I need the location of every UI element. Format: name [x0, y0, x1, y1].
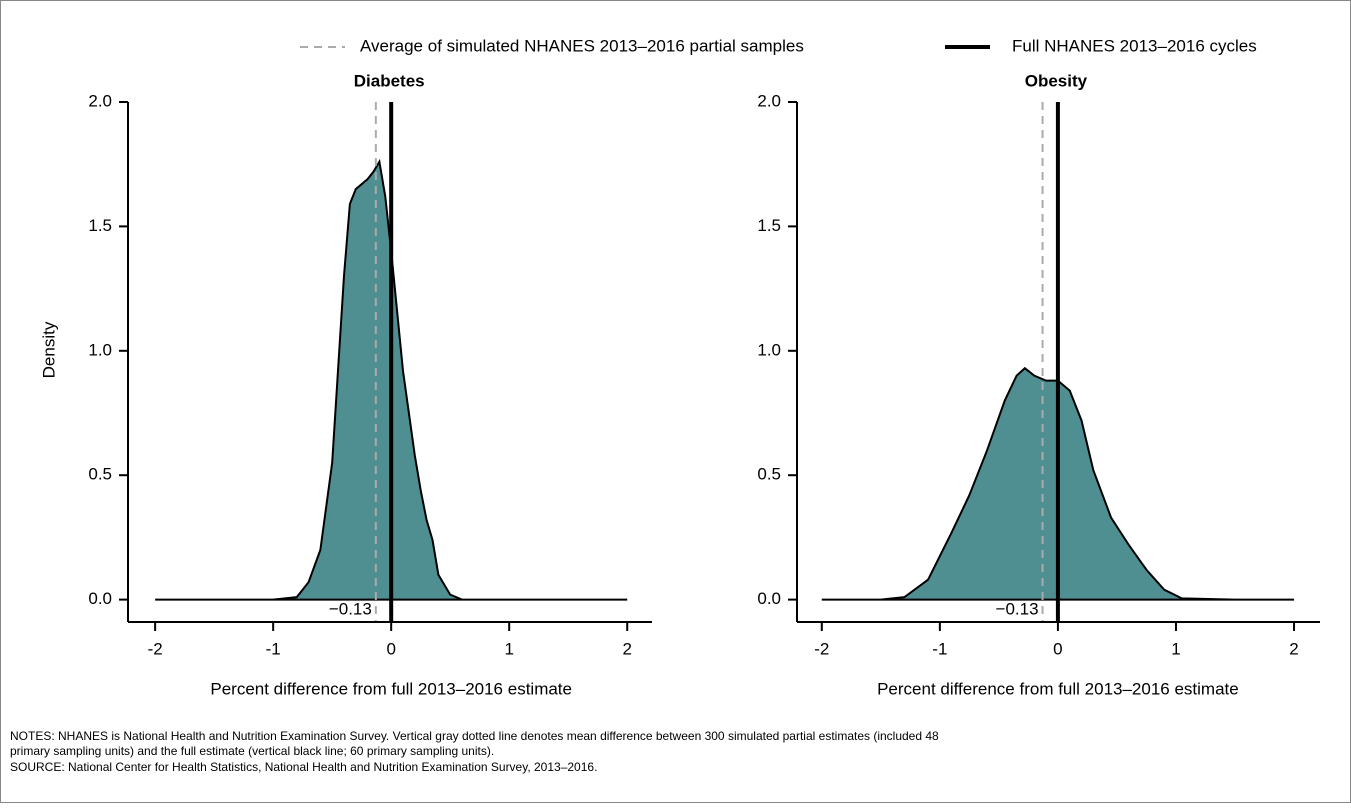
x-tick-label: 2 [1289, 639, 1298, 658]
y-tick-label: 1.0 [88, 340, 112, 359]
y-tick-label: 1.0 [757, 340, 781, 359]
x-tick-label: 1 [504, 639, 513, 658]
y-tick-label: 1.5 [88, 216, 112, 235]
x-tick-label: -2 [814, 639, 829, 658]
x-tick-label: 0 [1053, 639, 1062, 658]
x-tick-label: -1 [266, 639, 281, 658]
legend-label: Average of simulated NHANES 2013–2016 pa… [360, 36, 804, 55]
note: NOTES: NHANES is National Health and Nut… [10, 729, 939, 743]
mean-label: −0.13 [996, 599, 1039, 618]
y-tick-label: 0.5 [757, 465, 781, 484]
note: primary sampling units) and the full est… [10, 744, 494, 758]
y-tick-label: 0.0 [88, 589, 112, 608]
mean-label: −0.13 [329, 599, 372, 618]
y-tick-label: 2.0 [88, 91, 112, 110]
x-axis-label: Percent difference from full 2013–2016 e… [877, 679, 1239, 698]
y-tick-label: 2.0 [757, 91, 781, 110]
y-tick-label: 1.5 [757, 216, 781, 235]
x-axis-label: Percent difference from full 2013–2016 e… [210, 679, 572, 698]
y-tick-label: 0.5 [88, 465, 112, 484]
panel-title: Obesity [1025, 71, 1088, 90]
x-tick-label: 1 [1171, 639, 1180, 658]
y-tick-label: 0.0 [757, 589, 781, 608]
x-tick-label: 0 [386, 639, 395, 658]
panel-title: Diabetes [354, 71, 425, 90]
x-tick-label: -1 [932, 639, 947, 658]
y-axis-label: Density [39, 321, 58, 378]
x-tick-label: 2 [622, 639, 631, 658]
legend-label: Full NHANES 2013–2016 cycles [1012, 36, 1257, 55]
note: SOURCE: National Center for Health Stati… [10, 760, 597, 774]
x-tick-label: -2 [148, 639, 163, 658]
